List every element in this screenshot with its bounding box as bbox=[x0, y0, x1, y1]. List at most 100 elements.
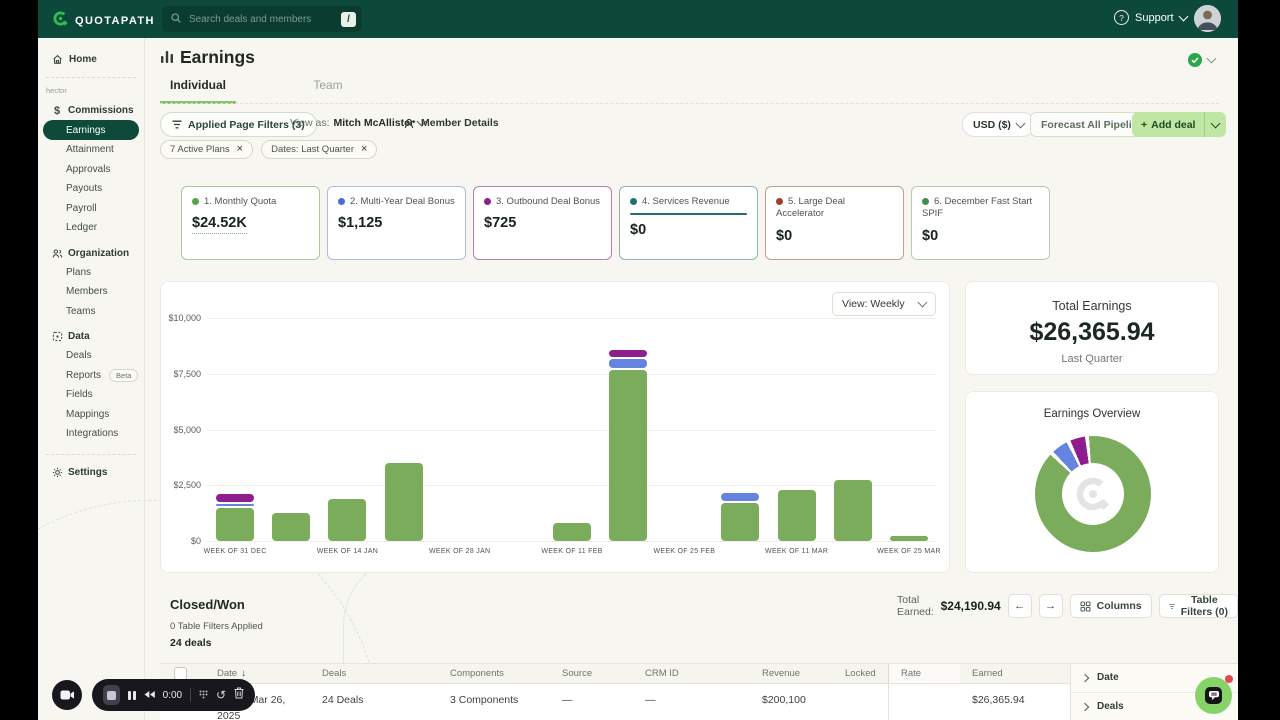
view-as-dropdown[interactable]: View as: Mitch McAllister bbox=[290, 116, 427, 129]
plan-card-3-outbound-deal-bonus[interactable]: 3. Outbound Deal Bonus $725 bbox=[473, 186, 612, 260]
drag-handle-icon[interactable] bbox=[199, 686, 208, 704]
plan-card-value: $24.52K bbox=[192, 215, 309, 235]
applied-page-filters-button[interactable]: Applied Page Filters (3) bbox=[160, 112, 317, 137]
plan-card-underline bbox=[630, 213, 747, 216]
sidebar-item-label: Reports bbox=[66, 369, 102, 381]
plan-color-dot bbox=[192, 198, 199, 205]
bar-segment-outbound-deal-bonus bbox=[216, 493, 255, 502]
bar-week-28-jan: WEEK OF 28 JAN bbox=[429, 318, 490, 555]
sidebar-home-label: Home bbox=[69, 53, 97, 65]
tab-team[interactable]: Team bbox=[313, 78, 343, 92]
bar-segment-monthly-quota bbox=[889, 536, 928, 541]
table-filters-button[interactable]: Table Filters (0) bbox=[1158, 594, 1238, 618]
sidebar-group-organization[interactable]: Organization bbox=[38, 244, 144, 263]
column-header-rate[interactable]: Rate bbox=[888, 664, 960, 683]
member-details-icon bbox=[404, 118, 416, 128]
filter-chip-label: 7 Active Plans bbox=[170, 144, 230, 155]
sidebar-item-label: Plans bbox=[66, 266, 92, 278]
filter-chip-7-active-plans[interactable]: 7 Active Plans × bbox=[160, 140, 254, 159]
columns-button[interactable]: Columns bbox=[1069, 594, 1152, 618]
column-header-deals[interactable]: Deals bbox=[322, 668, 347, 679]
sidebar-item-earnings[interactable]: Earnings bbox=[43, 120, 139, 140]
page-title: Earnings bbox=[180, 47, 255, 67]
bar-week-25-mar: WEEK OF 25 MAR bbox=[877, 318, 941, 555]
plan-card-2-multi-year-deal-bonus[interactable]: 2. Multi-Year Deal Bonus $1,125 bbox=[327, 186, 466, 260]
sidebar-group-label: Organization bbox=[68, 247, 130, 259]
brand-name: QUOTAPATH bbox=[75, 15, 155, 27]
sidebar-item-home[interactable]: Home bbox=[51, 51, 144, 67]
column-header-locked[interactable]: Locked bbox=[845, 668, 876, 679]
x-axis-label: WEEK OF 11 MAR bbox=[765, 548, 829, 555]
cell-locked bbox=[833, 684, 888, 720]
close-icon[interactable]: × bbox=[236, 143, 244, 155]
sidebar-item-mappings[interactable]: Mappings bbox=[38, 405, 144, 425]
chat-widget-button[interactable] bbox=[1195, 677, 1232, 714]
pause-recording-button[interactable] bbox=[128, 690, 136, 700]
app-window: QUOTAPATH / ? Support Home hector $ Commi… bbox=[38, 0, 1238, 720]
column-group-label: Date bbox=[1097, 672, 1119, 684]
column-header-date[interactable]: Date ↓ bbox=[217, 668, 247, 679]
column-header-earned[interactable]: Earned bbox=[972, 668, 1003, 679]
plan-card-6-december-fast-start-spif[interactable]: 6. December Fast Start SPIF $0 bbox=[911, 186, 1050, 260]
search-shortcut-key: / bbox=[341, 11, 356, 27]
filter-icon bbox=[1168, 603, 1175, 609]
total-earned-label: Total Earned: bbox=[897, 594, 934, 618]
bar-segment-monthly-quota bbox=[384, 463, 423, 541]
member-details-button[interactable]: Member Details bbox=[404, 117, 499, 129]
sidebar-item-payroll[interactable]: Payroll bbox=[38, 199, 144, 219]
camera-icon bbox=[60, 690, 74, 700]
sidebar-item-settings[interactable]: Settings bbox=[38, 463, 144, 482]
chart-view-dropdown[interactable]: View: Weekly bbox=[832, 292, 936, 316]
plan-card-title: 5. Large Deal Accelerator bbox=[776, 196, 846, 220]
view-as-label: View as: bbox=[290, 117, 330, 129]
next-page-button[interactable]: → bbox=[1038, 594, 1063, 618]
search-input[interactable] bbox=[187, 12, 335, 26]
sidebar-item-attainment[interactable]: Attainment bbox=[38, 140, 144, 160]
global-search[interactable]: / bbox=[162, 6, 362, 32]
column-header-crm-id[interactable]: CRM ID bbox=[645, 668, 679, 679]
sidebar-item-label: Deals bbox=[66, 350, 92, 362]
page-status-dropdown[interactable] bbox=[1188, 53, 1217, 67]
sidebar-item-reports[interactable]: Reports Beta bbox=[38, 366, 144, 386]
sidebar-item-plans[interactable]: Plans bbox=[38, 263, 144, 283]
sidebar-item-members[interactable]: Members bbox=[38, 282, 144, 302]
prev-page-button[interactable]: ← bbox=[1007, 594, 1032, 618]
brand-logo[interactable]: QUOTAPATH bbox=[52, 10, 155, 32]
top-bar: QUOTAPATH / ? Support bbox=[38, 0, 1238, 38]
rewind-icon[interactable] bbox=[144, 686, 155, 704]
sidebar-item-fields[interactable]: Fields bbox=[38, 385, 144, 405]
sidebar-item-ledger[interactable]: Ledger bbox=[38, 218, 144, 238]
add-deal-split-button: + Add deal bbox=[1132, 112, 1227, 137]
add-deal-button[interactable]: + Add deal bbox=[1132, 112, 1205, 137]
total-earnings-value: $26,365.94 bbox=[1029, 318, 1155, 346]
tab-individual[interactable]: Individual bbox=[160, 78, 236, 104]
close-icon[interactable]: × bbox=[361, 143, 368, 155]
stop-recording-button[interactable] bbox=[103, 685, 121, 705]
plan-card-1-monthly-quota[interactable]: 1. Monthly Quota $24.52K bbox=[181, 186, 320, 260]
avatar[interactable] bbox=[1194, 5, 1221, 32]
x-axis-label: WEEK OF 25 FEB bbox=[653, 548, 716, 555]
column-header-revenue[interactable]: Revenue bbox=[762, 668, 801, 679]
sidebar-item-integrations[interactable]: Integrations bbox=[38, 424, 144, 444]
search-icon bbox=[171, 10, 181, 28]
filter-chip-dates-last-quarter[interactable]: Dates: Last Quarter × bbox=[261, 140, 378, 159]
plan-card-4-services-revenue[interactable]: 4. Services Revenue $0 bbox=[619, 186, 758, 260]
sidebar-item-teams[interactable]: Teams bbox=[38, 302, 144, 322]
sidebar: Home hector $ Commissions Earnings Attainme… bbox=[38, 38, 145, 720]
restart-recording-icon[interactable]: ↺ bbox=[215, 688, 226, 702]
currency-dropdown[interactable]: USD ($) bbox=[962, 112, 1035, 137]
sidebar-group-data[interactable]: Data bbox=[38, 327, 144, 346]
sidebar-group-commissions[interactable]: $ Commissions bbox=[38, 101, 144, 120]
camera-toggle-button[interactable] bbox=[52, 680, 82, 710]
sidebar-item-deals[interactable]: Deals bbox=[38, 346, 144, 366]
add-deal-menu-button[interactable] bbox=[1204, 112, 1227, 137]
delete-recording-icon[interactable] bbox=[234, 686, 244, 704]
bar-week-25-feb: WEEK OF 25 FEB bbox=[653, 318, 714, 555]
sidebar-item-approvals[interactable]: Approvals bbox=[38, 160, 144, 180]
sidebar-item-payouts[interactable]: Payouts bbox=[38, 179, 144, 199]
support-menu[interactable]: ? Support bbox=[1114, 10, 1188, 25]
column-header-source[interactable]: Source bbox=[562, 668, 593, 679]
column-header-components[interactable]: Components bbox=[450, 668, 504, 679]
plan-card-5-large-deal-accelerator[interactable]: 5. Large Deal Accelerator $0 bbox=[765, 186, 904, 260]
